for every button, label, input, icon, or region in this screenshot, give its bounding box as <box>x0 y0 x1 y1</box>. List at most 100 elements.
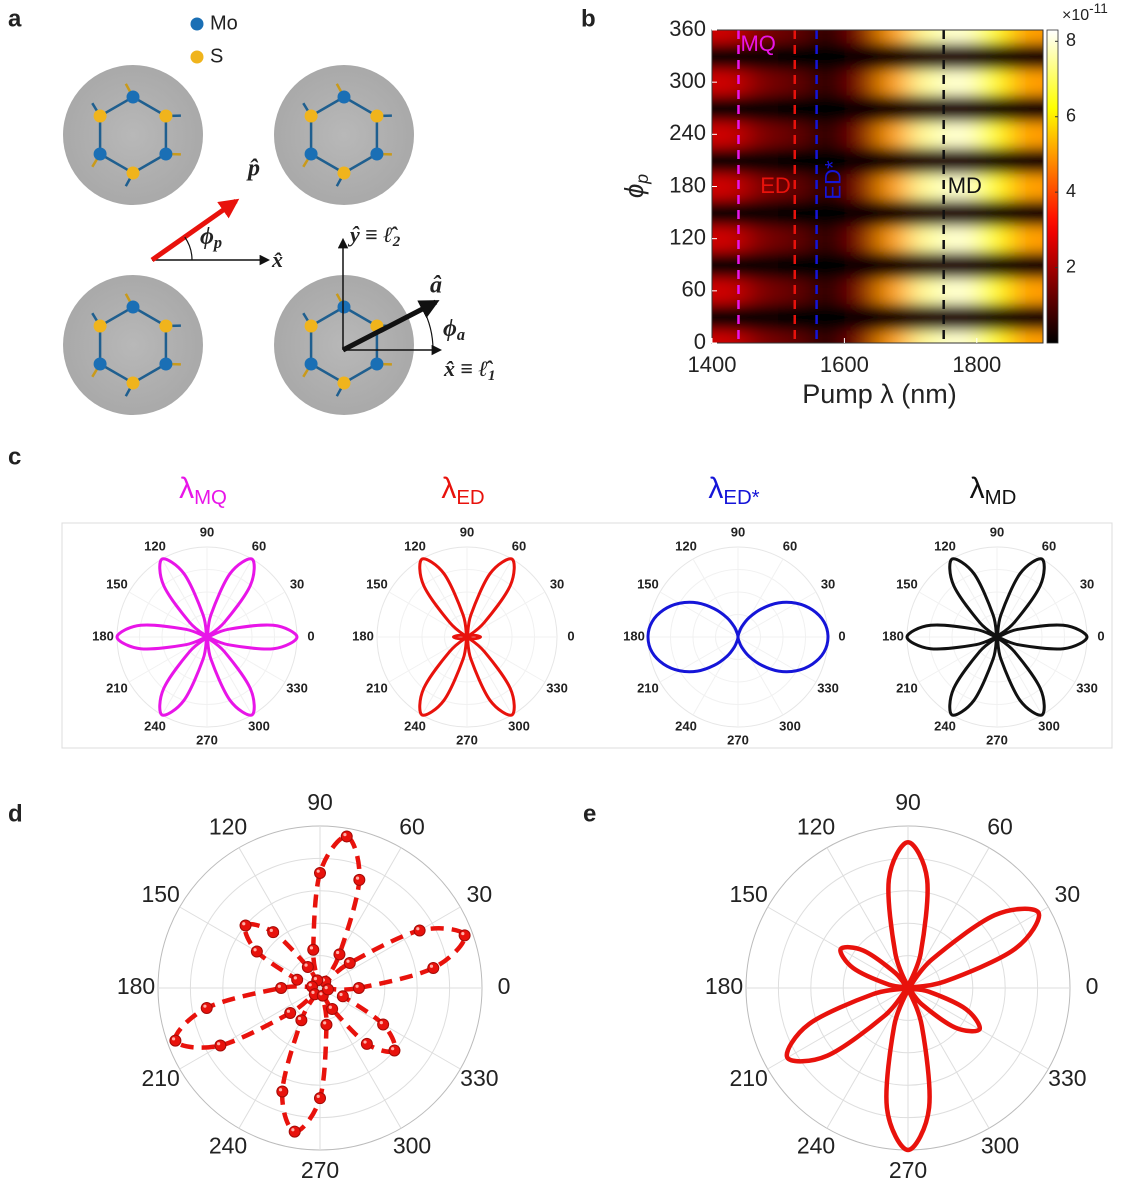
heatmap-cell <box>910 303 945 331</box>
polar-title: λED <box>441 472 484 509</box>
data-point-highlight <box>313 976 318 981</box>
data-point <box>353 873 366 886</box>
theta-tick-label: 0 <box>307 628 314 643</box>
data-point-highlight <box>253 948 257 952</box>
data-point <box>284 1006 297 1019</box>
heatmap-cell <box>943 147 978 174</box>
polar-spoke <box>238 987 321 1129</box>
heatmap-cell <box>1009 251 1043 279</box>
data-point-highlight <box>346 959 350 963</box>
data-point <box>214 1039 227 1052</box>
data-point <box>250 945 263 958</box>
theta-tick-label: 330 <box>1048 1065 1086 1091</box>
heatmap-cell <box>976 277 1011 305</box>
mo-atom <box>93 357 107 371</box>
polar-spoke <box>388 636 468 683</box>
mo-atom <box>304 357 318 371</box>
y-tick-label: 300 <box>669 68 706 93</box>
angle-arc <box>422 307 434 351</box>
data-point <box>336 990 349 1003</box>
legend-dot <box>190 50 204 64</box>
legend-label: S <box>210 45 223 67</box>
nanodisk <box>63 275 203 415</box>
data-point <box>301 960 314 973</box>
heatmap-cell <box>943 199 978 227</box>
s-atom <box>93 319 107 333</box>
mo-atom <box>370 357 384 371</box>
heatmap-cell <box>976 43 1011 70</box>
legend-label: Mo <box>210 12 238 34</box>
theta-tick-label: 270 <box>301 1157 339 1183</box>
theta-tick-label: 330 <box>1076 680 1098 695</box>
heatmap-cell <box>1009 225 1043 253</box>
heatmap-cell <box>1009 199 1043 227</box>
heatmap-cell <box>943 251 978 279</box>
heatmap-cell <box>745 329 779 343</box>
theta-tick-label: 120 <box>675 538 697 553</box>
heatmap-cell <box>877 303 912 331</box>
data-point <box>458 929 471 942</box>
theta-tick-label: 270 <box>889 1157 927 1183</box>
theta-tick-label: 90 <box>200 524 214 539</box>
panel-c-frame <box>61 522 1113 749</box>
data-point <box>388 1044 401 1057</box>
theta-tick-label: 180 <box>882 628 904 643</box>
multiplier-exponent: -11 <box>1089 1 1108 16</box>
data-point-highlight <box>429 964 434 968</box>
polar-spoke <box>206 591 286 638</box>
theta-tick-label: 300 <box>393 1132 431 1158</box>
polar-spoke <box>161 636 208 716</box>
data-point <box>413 924 426 937</box>
heatmap-cell <box>1009 277 1043 305</box>
polar-curve <box>418 557 516 717</box>
s-atom <box>159 109 173 123</box>
polar-spoke <box>388 591 468 638</box>
polar-spoke <box>179 987 321 1070</box>
polar-spoke <box>692 636 739 716</box>
theta-tick-label: 300 <box>981 1132 1019 1158</box>
x-tick-label: 1800 <box>952 352 1001 377</box>
heatmap-cell <box>976 30 1011 44</box>
heatmap-cell <box>877 173 912 201</box>
data-point-highlight <box>203 1004 207 1008</box>
heatmap-cell <box>910 121 945 148</box>
theta-tick-label: 60 <box>987 814 1013 840</box>
data-point-highlight <box>355 984 359 988</box>
s-atom <box>126 376 140 390</box>
heatmap-cell <box>712 95 746 122</box>
polar-spoke <box>951 636 998 716</box>
polar-spoke <box>767 906 909 989</box>
mo-atom <box>159 357 173 371</box>
theta-tick-label: 210 <box>106 680 128 695</box>
polar-spoke <box>206 558 253 638</box>
phi-a-label: ϕa <box>443 316 465 344</box>
polar-spoke <box>659 591 739 638</box>
polar-title-sub: ED <box>456 487 484 509</box>
theta-tick-label: 270 <box>456 732 478 747</box>
heatmap-cell <box>712 199 746 227</box>
phi-a-label-main: ϕ <box>443 316 457 342</box>
heatmap-cell <box>877 121 912 148</box>
data-point-highlight <box>304 963 308 967</box>
polar-title-sub: MQ <box>194 487 227 509</box>
theta-tick-label: 90 <box>307 789 333 815</box>
polar-spoke <box>466 591 546 638</box>
polar-title-sub: MD <box>985 487 1017 509</box>
heatmap-cell <box>745 69 779 96</box>
data-point-highlight <box>278 1088 283 1092</box>
theta-tick-label: 180 <box>623 628 645 643</box>
theta-tick-label: 300 <box>248 719 270 734</box>
mo-atom <box>304 147 318 161</box>
theta-tick-label: 270 <box>986 732 1008 747</box>
angle-arc <box>184 236 193 261</box>
nanodisk <box>63 65 203 205</box>
data-point <box>288 1125 301 1138</box>
heatmap-cell <box>877 95 912 122</box>
mode-label: MQ <box>740 31 775 56</box>
s-atom <box>370 109 384 123</box>
theta-tick-label: 180 <box>352 628 374 643</box>
theta-tick-label: 180 <box>92 628 114 643</box>
heatmap-cell <box>844 95 878 122</box>
